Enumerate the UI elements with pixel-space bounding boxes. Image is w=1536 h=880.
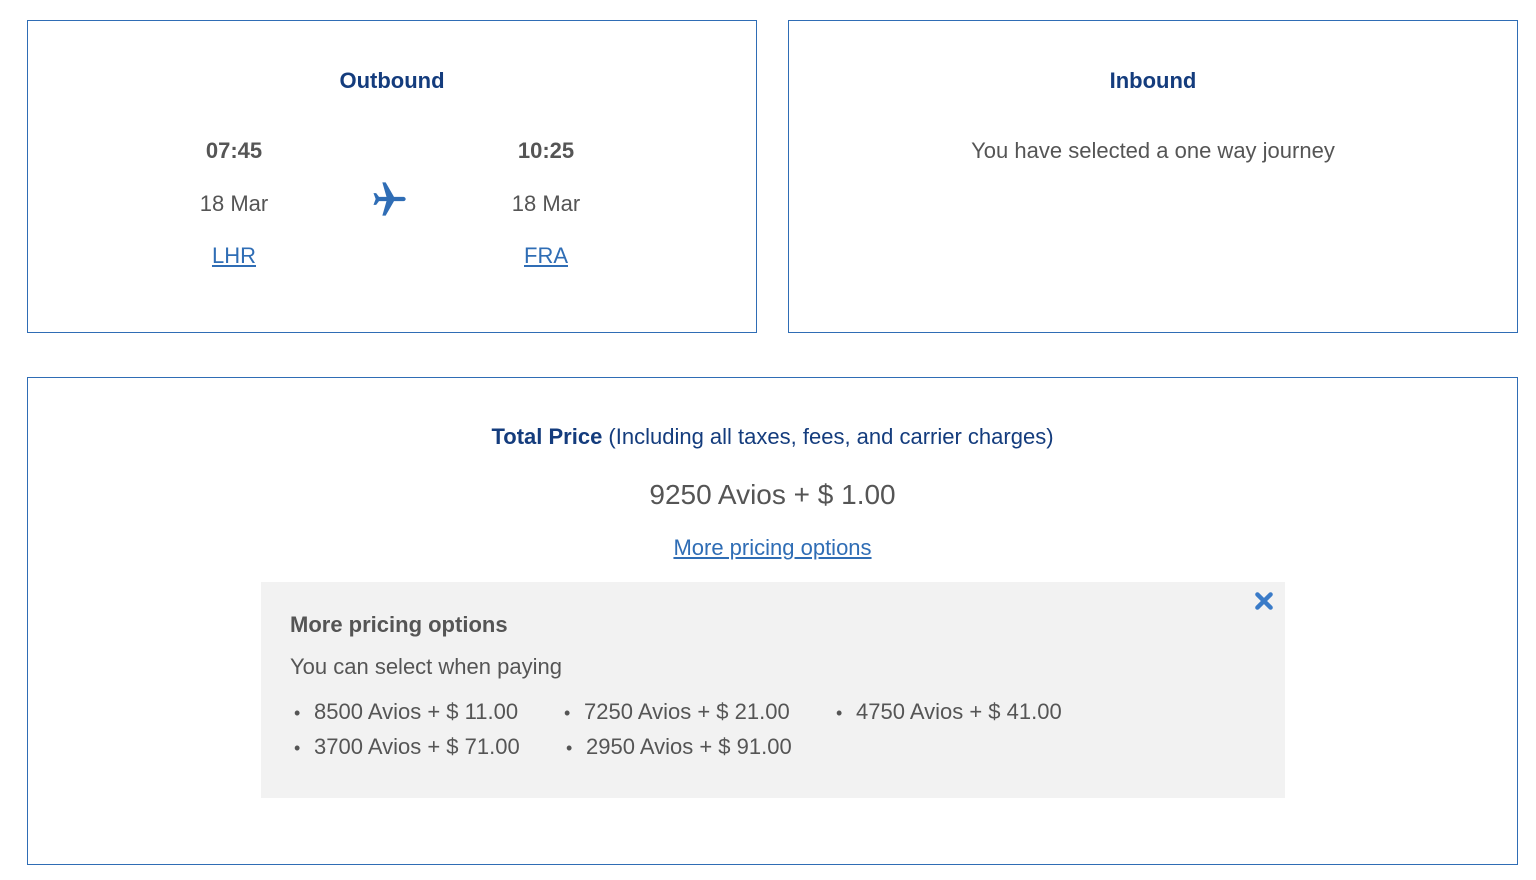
more-pricing-panel: More pricing options You can select when… [261, 582, 1285, 798]
close-icon[interactable] [1253, 590, 1275, 612]
pricing-option: 4750 Avios + $ 41.00 [836, 699, 1062, 725]
departure-airport-link[interactable]: LHR [211, 243, 256, 268]
more-pricing-options-link[interactable]: More pricing options [673, 535, 872, 560]
departure-date: 18 Mar [199, 191, 269, 216]
pricing-panel-heading: More pricing options [290, 612, 508, 637]
pricing-panel-subheading: You can select when paying [290, 654, 562, 679]
outbound-card: Outbound 07:45 18 Mar LHR 10:25 18 Mar F… [27, 20, 757, 333]
arrival-time: 10:25 [517, 138, 575, 163]
total-price-value: 9250 Avios + $ 1.00 [649, 479, 896, 510]
airplane-icon [373, 182, 406, 216]
pricing-option: 2950 Avios + $ 91.00 [566, 734, 792, 760]
total-price-label: Total Price [491, 424, 603, 449]
departure-time: 07:45 [205, 138, 263, 163]
arrival-airport-link[interactable]: FRA [524, 243, 568, 268]
inbound-title: Inbound [1109, 68, 1197, 93]
more-pricing-row: More pricing options [28, 535, 1517, 561]
inbound-card: Inbound You have selected a one way jour… [788, 20, 1518, 333]
departure-column: 07:45 18 Mar LHR [134, 21, 334, 321]
pricing-option: 7250 Avios + $ 21.00 [564, 699, 790, 725]
total-price-heading: Total Price (Including all taxes, fees, … [28, 424, 1517, 450]
pricing-option: 8500 Avios + $ 11.00 [294, 699, 518, 725]
one-way-message: You have selected a one way journey [971, 138, 1335, 163]
outbound-title: Outbound [339, 68, 445, 93]
arrival-column: 10:25 18 Mar FRA [446, 21, 646, 321]
pricing-option: 3700 Avios + $ 71.00 [294, 734, 520, 760]
arrival-date: 18 Mar [511, 191, 581, 216]
total-price-sublabel: (Including all taxes, fees, and carrier … [602, 424, 1054, 449]
total-price-card: Total Price (Including all taxes, fees, … [27, 377, 1518, 865]
